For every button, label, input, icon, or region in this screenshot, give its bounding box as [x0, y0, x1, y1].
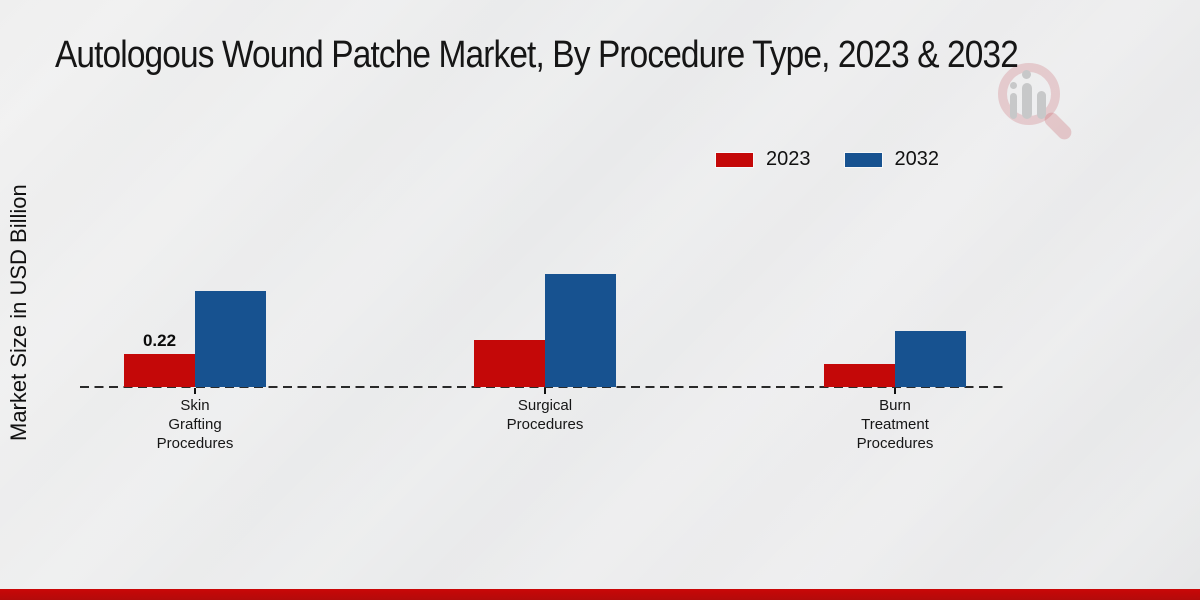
x-axis-baseline [80, 386, 1006, 388]
y-axis-title: Market Size in USD Billion [6, 184, 31, 441]
x-axis-tick [194, 388, 196, 394]
x-axis-category-label-1: Surgical Procedures [506, 397, 584, 433]
watermark-bar-chart-icon [1010, 82, 1017, 89]
chart-title: Autologous Wound Patche Market, By Proce… [55, 34, 1019, 76]
x-axis-category-label-0: Skin Grafting Procedures [156, 397, 234, 452]
legend-swatch-2023 [716, 152, 753, 167]
bar-2023-category-1 [474, 340, 545, 387]
bar-2032-category-1 [545, 274, 616, 387]
bar-value-label: 0.22 [142, 331, 177, 350]
watermark-logo [996, 58, 1091, 148]
legend-label-2023: 2023 [766, 148, 811, 170]
bottom-accent-bar [0, 589, 1200, 600]
legend-label-2032: 2032 [894, 148, 940, 170]
x-axis-tick [544, 388, 546, 394]
magnifier-icon [998, 63, 1060, 125]
bar-2032-category-0 [195, 291, 266, 387]
bar-2032-category-2 [895, 331, 966, 387]
legend-swatch-2032 [844, 152, 882, 167]
legend-item-2023: 2023 [716, 148, 811, 171]
legend: 2023 2032 [716, 148, 939, 171]
bar-2023-category-2 [824, 364, 895, 387]
x-axis-tick [894, 388, 896, 394]
legend-item-2032: 2032 [844, 148, 940, 171]
x-axis-category-label-2: Burn Treatment Procedures [856, 397, 934, 452]
bar-2023-category-0 [124, 354, 195, 387]
